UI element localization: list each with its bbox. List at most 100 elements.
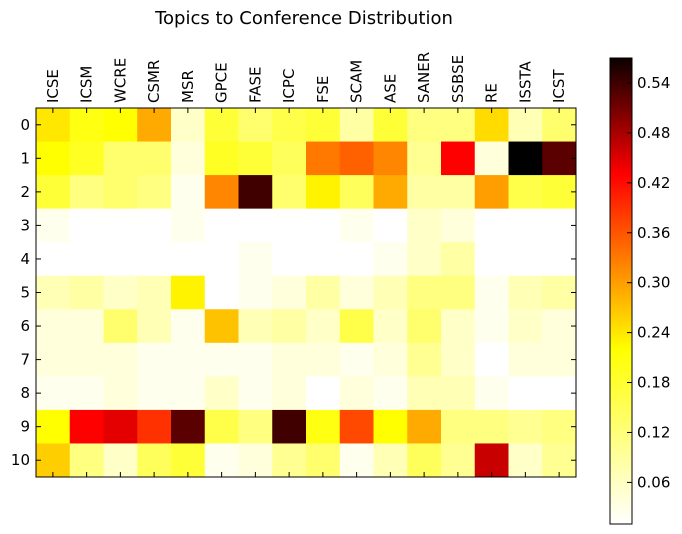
- heatmap-cell: [204, 141, 239, 176]
- heatmap-cell: [542, 443, 577, 478]
- heatmap-cell: [137, 275, 172, 310]
- heatmap-cell: [339, 108, 374, 143]
- heatmap-cell: [272, 376, 307, 411]
- column-tick-label: ICSM: [78, 66, 96, 103]
- heatmap-cell: [137, 309, 172, 344]
- heatmap-cell: [441, 242, 476, 277]
- heatmap-cell: [69, 175, 104, 210]
- heatmap-cell: [407, 108, 442, 143]
- heatmap-cell: [103, 242, 138, 277]
- heatmap-cell: [407, 443, 442, 478]
- heatmap-cell: [339, 342, 374, 377]
- heatmap-cell: [339, 409, 374, 444]
- heatmap-cell: [339, 443, 374, 478]
- heatmap-cell: [272, 443, 307, 478]
- heatmap-cell: [238, 208, 273, 243]
- heatmap-cell: [238, 342, 273, 377]
- heatmap-cell: [238, 409, 273, 444]
- heatmap-cell: [69, 376, 104, 411]
- colorbar-tick-label: 0.24: [637, 324, 670, 342]
- heatmap-cell: [542, 275, 577, 310]
- heatmap-cell: [204, 175, 239, 210]
- heatmap-cell: [272, 108, 307, 143]
- heatmap-cell: [407, 342, 442, 377]
- heatmap-cell: [204, 309, 239, 344]
- heatmap-cell: [474, 275, 509, 310]
- column-tick-label: SCAM: [348, 60, 366, 103]
- row-tick-label: 5: [20, 284, 30, 302]
- colorbar-tick-label: 0.36: [637, 224, 670, 242]
- heatmap-cell: [306, 108, 341, 143]
- heatmap-cell: [204, 208, 239, 243]
- column-tick-label: ICST: [550, 69, 568, 103]
- heatmap-cell: [474, 175, 509, 210]
- heatmap-cell: [238, 108, 273, 143]
- heatmap-cell: [103, 141, 138, 176]
- heatmap-cell: [137, 208, 172, 243]
- heatmap-cell: [272, 242, 307, 277]
- heatmap-cell: [373, 242, 408, 277]
- heatmap-cell: [542, 141, 577, 176]
- heatmap-cell: [474, 309, 509, 344]
- column-tick-label: ISSTA: [516, 61, 534, 103]
- heatmap-cell: [441, 409, 476, 444]
- heatmap-cell: [441, 141, 476, 176]
- heatmap-cell: [474, 443, 509, 478]
- row-tick-label: 4: [20, 250, 30, 268]
- heatmap-cell: [508, 108, 543, 143]
- heatmap-cell: [441, 309, 476, 344]
- heatmap-cell: [474, 208, 509, 243]
- heatmap-cell: [474, 376, 509, 411]
- heatmap-cell: [36, 376, 71, 411]
- heatmap-cell: [171, 108, 206, 143]
- row-ticks: 0 1 2 3 4 5 6 7 8 9 10: [11, 116, 576, 469]
- heatmap-cell: [137, 141, 172, 176]
- heatmap-cell: [508, 275, 543, 310]
- column-tick-label: SSBSE: [449, 55, 467, 103]
- heatmap-cell: [69, 342, 104, 377]
- heatmap-cell: [137, 175, 172, 210]
- heatmap-cell: [339, 242, 374, 277]
- heatmap-cell: [204, 443, 239, 478]
- heatmap-cell: [204, 376, 239, 411]
- heatmap-cell: [69, 443, 104, 478]
- heatmap-cell: [103, 108, 138, 143]
- heatmap-cell: [441, 208, 476, 243]
- heatmap-cell: [306, 376, 341, 411]
- colorbar: [609, 57, 633, 525]
- column-tick-label: ICSE: [44, 69, 62, 103]
- heatmap-cell: [508, 141, 543, 176]
- column-tick-label: ASE: [381, 74, 399, 103]
- row-tick-label: 7: [20, 351, 30, 369]
- heatmap-cell: [407, 175, 442, 210]
- row-tick-label: 9: [20, 418, 30, 436]
- column-tick-label: CSMR: [145, 60, 163, 103]
- heatmap-cell: [306, 443, 341, 478]
- heatmap-cell: [204, 108, 239, 143]
- heatmap-cell: [36, 309, 71, 344]
- heatmap-cell: [69, 208, 104, 243]
- heatmap-cell: [407, 409, 442, 444]
- heatmap-cell: [272, 409, 307, 444]
- heatmap-cell: [238, 242, 273, 277]
- heatmap-cell: [474, 409, 509, 444]
- heatmap-cell: [373, 342, 408, 377]
- heatmap-cell: [441, 376, 476, 411]
- heatmap-cell: [542, 342, 577, 377]
- heatmap-cell: [69, 141, 104, 176]
- heatmap-cell: [339, 141, 374, 176]
- column-tick-label: SANER: [415, 52, 433, 103]
- heatmap-cells: [36, 108, 577, 478]
- heatmap-cell: [238, 275, 273, 310]
- heatmap-cell: [339, 309, 374, 344]
- heatmap-cell: [272, 342, 307, 377]
- heatmap-cell: [508, 409, 543, 444]
- colorbar-tick-label: 0.54: [637, 74, 670, 92]
- heatmap-cell: [238, 376, 273, 411]
- heatmap-cell: [508, 309, 543, 344]
- heatmap-cell: [103, 175, 138, 210]
- heatmap-cell: [171, 141, 206, 176]
- heatmap-cell: [238, 309, 273, 344]
- heatmap-cell: [103, 376, 138, 411]
